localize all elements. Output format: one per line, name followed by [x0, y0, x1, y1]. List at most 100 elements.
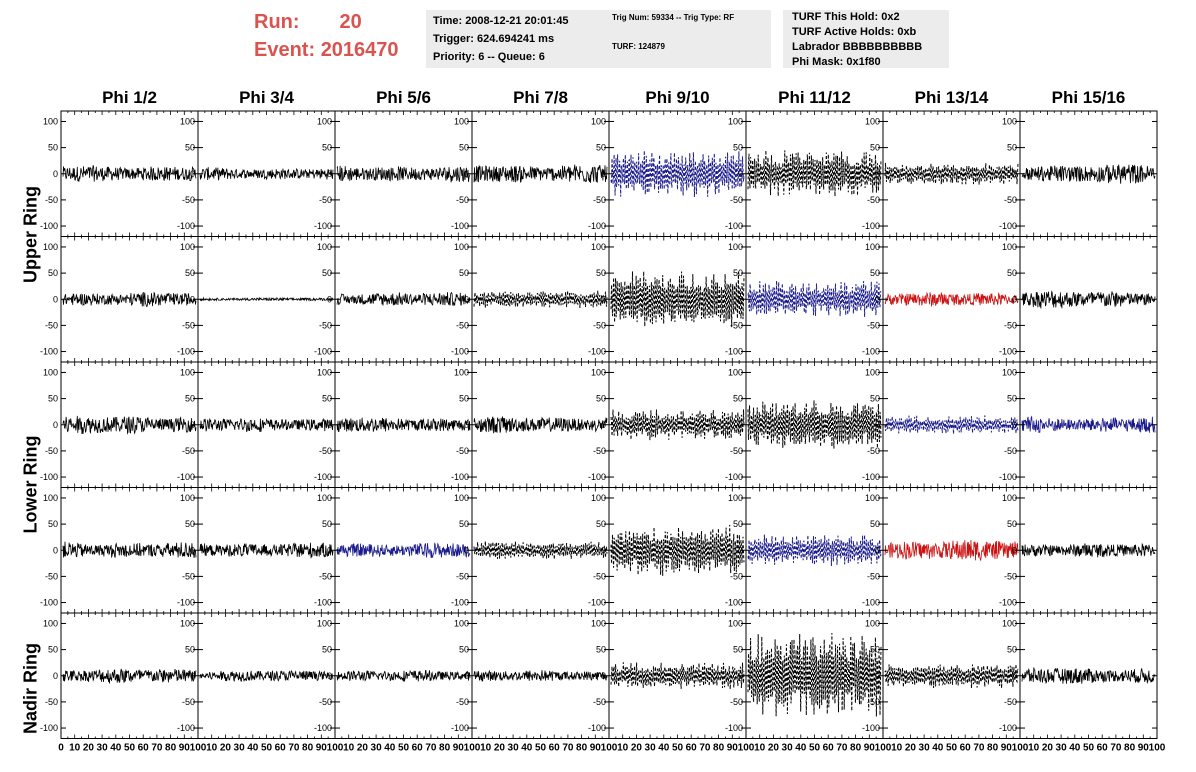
y-tick-label: 100 — [317, 116, 332, 126]
waveform-trace — [610, 150, 745, 198]
x-tick-label: 40 — [932, 743, 944, 754]
y-tick-label: -50 — [182, 571, 195, 581]
event-value: 2016470 — [320, 39, 399, 61]
y-tick-label: 100 — [591, 116, 606, 126]
x-tick-label: 80 — [713, 743, 725, 754]
y-tick-label: 50 — [48, 519, 58, 529]
y-tick-label: -50 — [319, 320, 332, 330]
waveform-trace — [884, 162, 1019, 185]
y-tick-label: 100 — [728, 242, 743, 252]
waveform-trace — [884, 415, 1019, 435]
x-tick-label: 70 — [836, 743, 848, 754]
y-tick-label: 100 — [317, 367, 332, 377]
y-tick-label: -100 — [862, 347, 880, 357]
y-tick-label: -100 — [725, 723, 743, 733]
event-label: Event: 2016470 — [254, 38, 399, 62]
y-tick-label: 0 — [738, 420, 743, 430]
waveform-trace — [884, 291, 1019, 307]
y-tick-label: -100 — [588, 472, 606, 482]
y-tick-label: 0 — [53, 545, 58, 555]
y-tick-label: 50 — [733, 143, 743, 153]
x-tick-label: 70 — [425, 743, 437, 754]
y-tick-label: 0 — [601, 169, 606, 179]
run-label-text: Run: — [254, 11, 300, 33]
waveform-trace — [473, 669, 608, 682]
y-tick-label: 100 — [317, 618, 332, 628]
y-tick-label: -100 — [588, 598, 606, 608]
trig-num-line: Trig Num: 59334 -- Trig Type: RF — [612, 13, 735, 22]
x-tick-label: 20 — [768, 743, 780, 754]
y-tick-label: 50 — [596, 143, 606, 153]
y-tick-label: 0 — [327, 294, 332, 304]
x-tick-label: 70 — [699, 743, 711, 754]
y-tick-label: -50 — [319, 195, 332, 205]
x-tick-label: 40 — [247, 743, 259, 754]
y-tick-label: -50 — [456, 697, 469, 707]
x-tick-label: 30 — [371, 743, 383, 754]
waveform-trace — [199, 167, 334, 181]
y-tick-label: 0 — [875, 169, 880, 179]
y-tick-label: -50 — [730, 446, 743, 456]
y-tick-label: 50 — [185, 394, 195, 404]
x-tick-label: 20 — [83, 743, 95, 754]
waveform-trace — [199, 296, 334, 302]
y-tick-label: 50 — [1007, 645, 1017, 655]
y-tick-label: 50 — [185, 268, 195, 278]
y-tick-label: 0 — [875, 545, 880, 555]
y-tick-label: -100 — [588, 347, 606, 357]
y-tick-label: 50 — [733, 519, 743, 529]
y-tick-label: -100 — [177, 723, 195, 733]
x-tick-label: 50 — [261, 743, 273, 754]
x-tick-label: 100 — [190, 743, 207, 754]
y-tick-label: 100 — [591, 493, 606, 503]
x-tick-label: 10 — [69, 743, 81, 754]
y-tick-label: -100 — [40, 347, 58, 357]
x-tick-label: 100 — [464, 743, 481, 754]
x-tick-label: 90 — [316, 743, 328, 754]
y-tick-label: -100 — [999, 723, 1017, 733]
y-tick-label: 50 — [733, 268, 743, 278]
y-tick-label: -100 — [177, 598, 195, 608]
y-tick-label: 0 — [327, 545, 332, 555]
y-tick-label: -50 — [319, 697, 332, 707]
y-tick-label: 50 — [48, 268, 58, 278]
y-tick-label: -100 — [862, 598, 880, 608]
y-tick-label: 100 — [865, 116, 880, 126]
y-tick-label: 0 — [738, 545, 743, 555]
x-tick-label: 30 — [1056, 743, 1068, 754]
y-tick-label: 100 — [43, 242, 58, 252]
y-tick-label: 50 — [322, 268, 332, 278]
turf-line: TURF: 124879 — [612, 42, 665, 51]
y-tick-label: -100 — [725, 472, 743, 482]
waveform-trace — [336, 417, 471, 433]
phi-mask-line: Phi Mask: 0x1f80 — [792, 56, 881, 68]
y-tick-label: 100 — [728, 618, 743, 628]
x-tick-label: 80 — [165, 743, 177, 754]
y-tick-label: 0 — [1012, 169, 1017, 179]
y-tick-label: 50 — [459, 143, 469, 153]
y-tick-label: -50 — [593, 446, 606, 456]
y-tick-label: 50 — [870, 143, 880, 153]
x-tick-label: 60 — [412, 743, 424, 754]
y-tick-label: 100 — [317, 493, 332, 503]
x-tick-label: 40 — [795, 743, 807, 754]
y-tick-label: 0 — [1012, 545, 1017, 555]
y-tick-label: 100 — [1002, 493, 1017, 503]
y-tick-label: 50 — [185, 519, 195, 529]
column-header-phi-3-4: Phi 3/4 — [239, 88, 294, 107]
x-tick-label: 0 — [58, 743, 64, 754]
x-tick-label: 50 — [1083, 743, 1095, 754]
y-tick-label: -100 — [451, 598, 469, 608]
x-tick-label: 10 — [343, 743, 355, 754]
waveform-trace — [62, 415, 197, 435]
x-tick-label: 10 — [617, 743, 629, 754]
y-tick-label: 50 — [322, 143, 332, 153]
x-tick-label: 10 — [754, 743, 766, 754]
y-tick-label: -100 — [999, 221, 1017, 231]
y-tick-label: 100 — [180, 493, 195, 503]
x-tick-label: 90 — [179, 743, 191, 754]
y-tick-label: 0 — [53, 294, 58, 304]
y-tick-label: -50 — [593, 320, 606, 330]
y-tick-label: 50 — [596, 519, 606, 529]
waveform-trace — [610, 662, 745, 690]
